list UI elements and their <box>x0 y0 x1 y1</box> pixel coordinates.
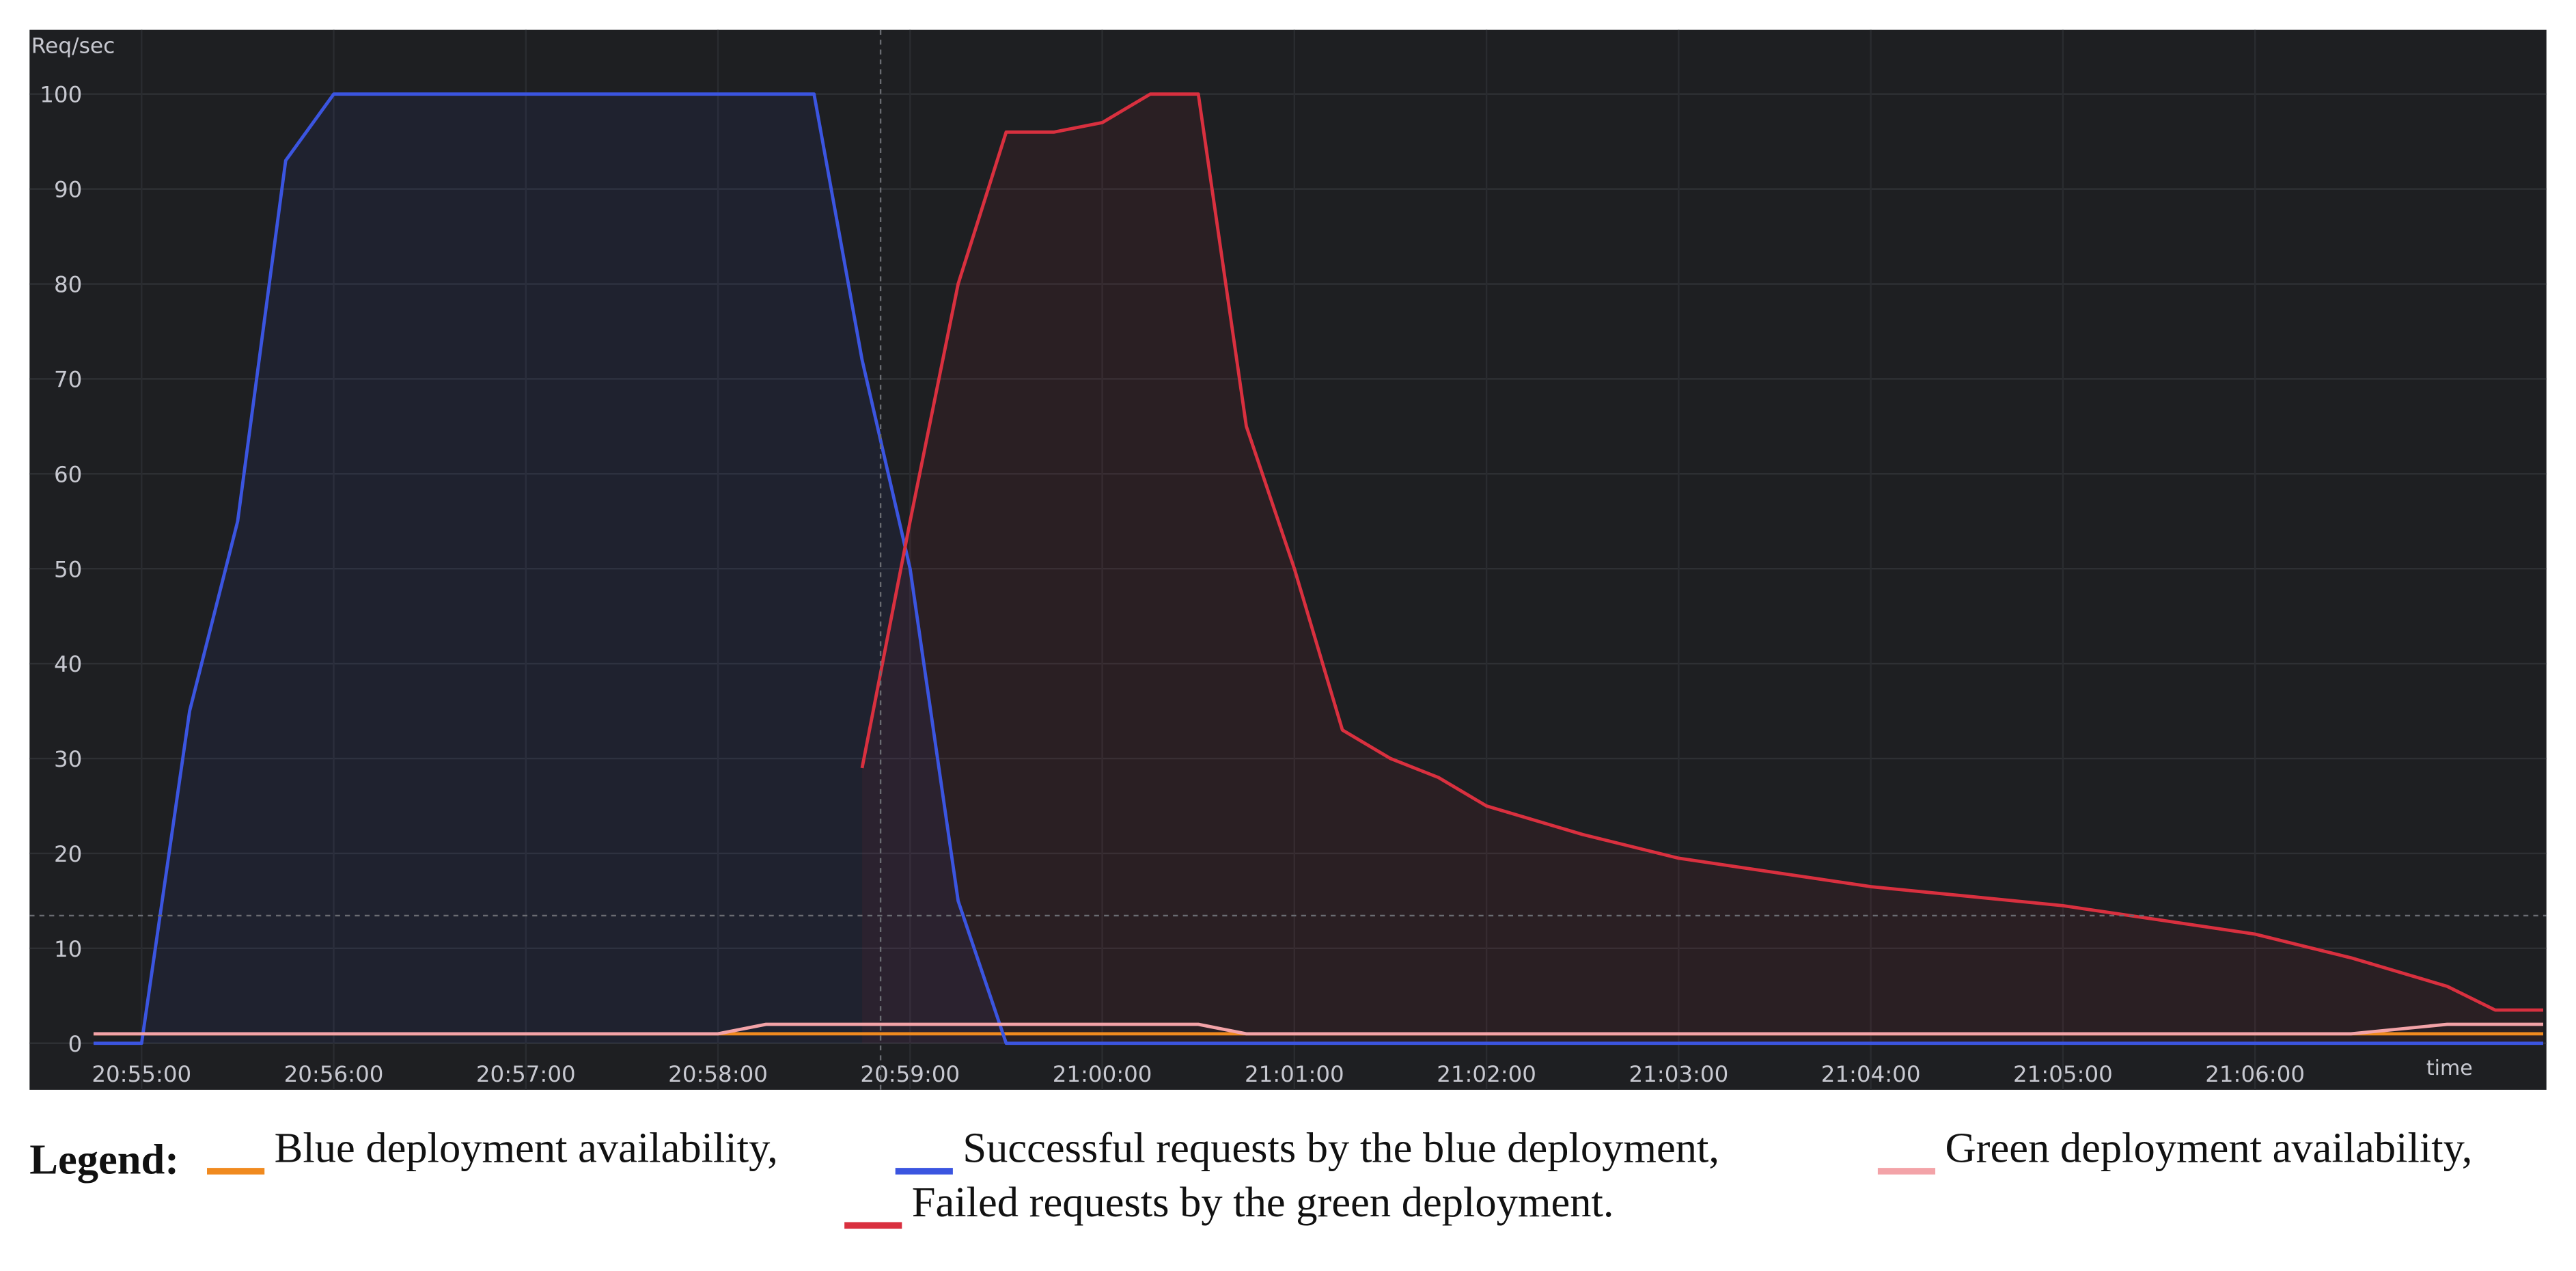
series-area <box>862 94 2544 1043</box>
y-tick-label: 70 <box>54 366 82 392</box>
legend-swatch <box>895 1168 953 1175</box>
series-line <box>860 92 2544 1012</box>
areas <box>93 94 2544 1043</box>
x-tick-label: 20:58:00 <box>668 1061 768 1087</box>
y-tick-label: 80 <box>54 272 82 298</box>
x-tick-label: 21:04:00 <box>1821 1061 1921 1087</box>
y-tick-label: 30 <box>54 746 82 772</box>
x-tick-label: 20:56:00 <box>284 1061 384 1087</box>
legend-label: Successful requests by the blue deployme… <box>962 1124 1719 1172</box>
legend-swatch <box>1877 1168 1936 1175</box>
grid: 0 10 20 30 40 50 60 70 80 90 100 20:55:00 20:56:00 20… <box>29 29 2547 1090</box>
x-axis-label: time <box>2426 1056 2473 1080</box>
y-tick-label: 100 <box>40 82 82 108</box>
y-tick-label: 0 <box>68 1031 83 1057</box>
plot-background <box>29 29 2547 1090</box>
legend-swatch <box>844 1222 902 1229</box>
legend-swatch <box>207 1168 265 1175</box>
y-tick-label: 10 <box>54 936 82 962</box>
legend: Blue deployment availability, Successful … <box>207 1124 2472 1229</box>
series-line <box>93 1022 2544 1036</box>
y-axis-label: Req/sec <box>31 33 115 58</box>
legend-label: Green deployment availability, <box>1945 1124 2472 1172</box>
x-tick-label: 21:02:00 <box>1437 1061 1536 1087</box>
y-tick-label: 60 <box>54 461 82 487</box>
y-tick-label: 50 <box>54 556 82 582</box>
x-tick-label: 20:57:00 <box>476 1061 576 1087</box>
x-tick-label: 21:06:00 <box>2205 1061 2305 1087</box>
y-tick-label: 40 <box>54 651 82 677</box>
series-line <box>93 92 2544 1046</box>
x-tick-label: 21:01:00 <box>1245 1061 1344 1087</box>
y-tick-label: 20 <box>54 841 82 867</box>
x-tick-label: 21:05:00 <box>2013 1061 2113 1087</box>
x-tick-label: 20:55:00 <box>92 1061 191 1087</box>
x-tick-label: 21:03:00 <box>1629 1061 1728 1087</box>
y-tick-label: 90 <box>54 177 82 203</box>
legend-label: Failed requests by the green deployment. <box>912 1178 1614 1226</box>
series-area <box>93 94 2544 1043</box>
x-tick-label: 20:59:00 <box>860 1061 960 1087</box>
x-tick-label: 21:00:00 <box>1053 1061 1152 1087</box>
lines <box>93 92 2544 1046</box>
legend-label: Blue deployment availability, <box>275 1124 778 1172</box>
legend-title: Legend: <box>29 1136 179 1184</box>
